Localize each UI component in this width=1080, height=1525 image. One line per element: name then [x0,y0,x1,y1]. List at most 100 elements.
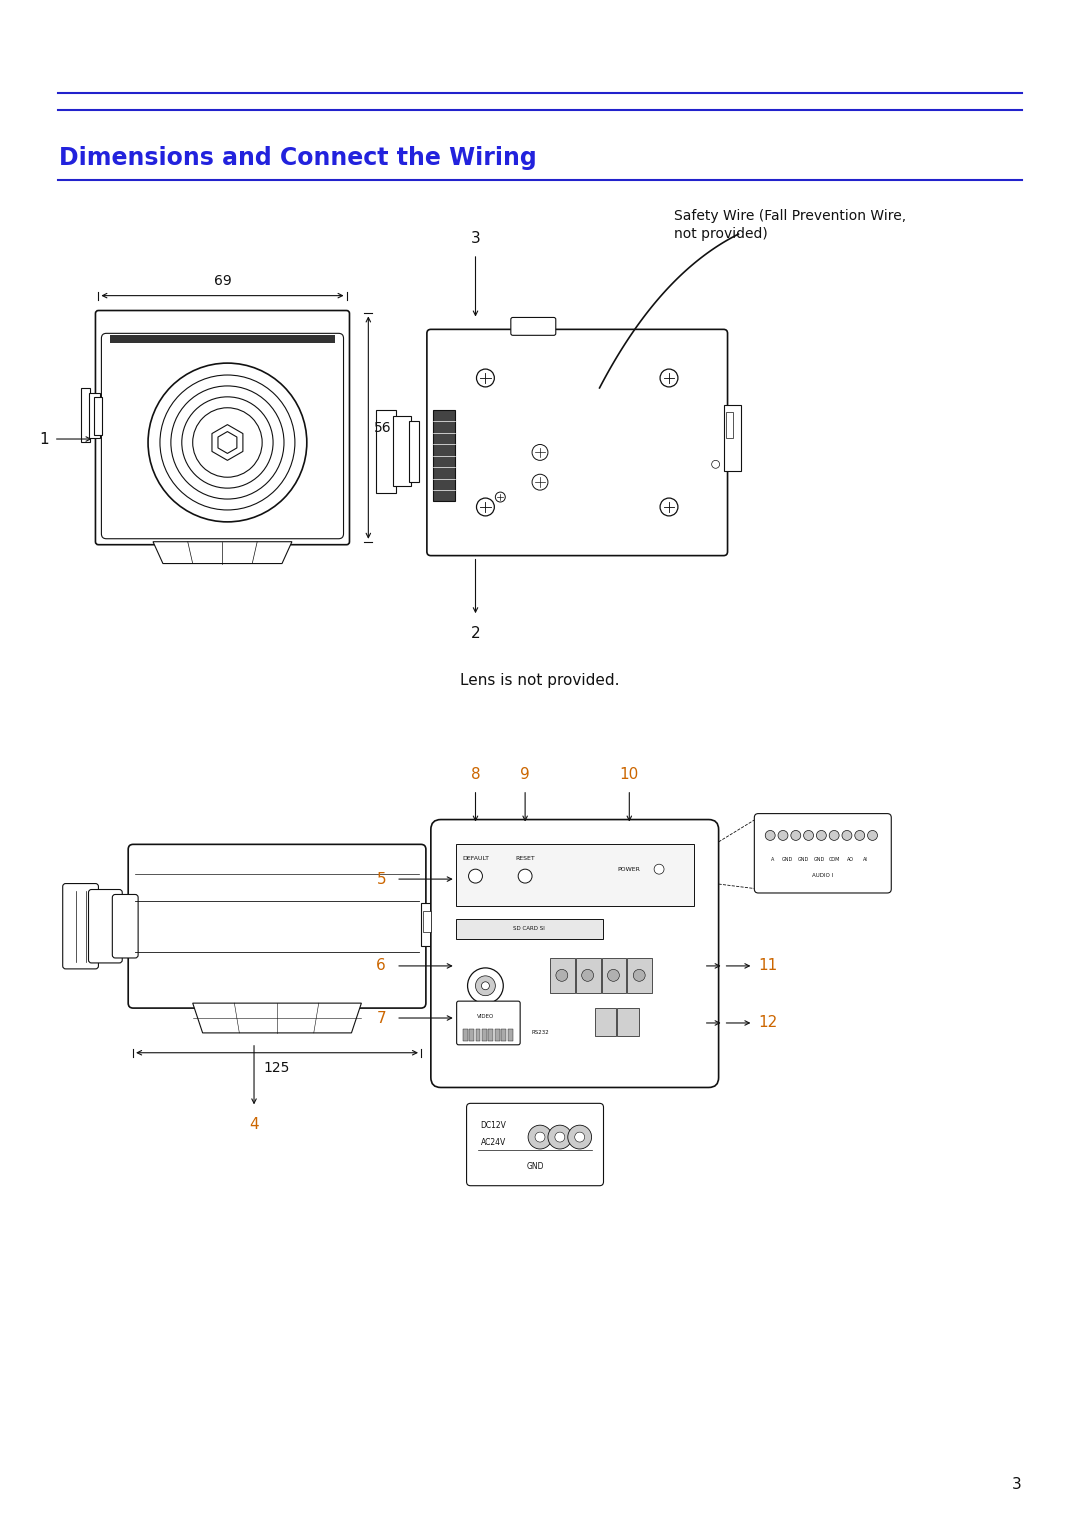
Circle shape [842,831,852,840]
FancyBboxPatch shape [754,814,891,894]
Circle shape [654,865,664,874]
Bar [595,1008,617,1035]
Circle shape [778,831,788,840]
Text: A: A [770,857,774,862]
Bar [81,387,91,442]
Circle shape [568,1125,592,1148]
Text: GND: GND [526,1162,544,1171]
Text: VIDEO: VIDEO [476,1014,494,1019]
Bar [89,393,100,438]
FancyBboxPatch shape [511,317,556,336]
Text: 9: 9 [521,767,530,782]
Text: 4: 4 [249,1118,259,1132]
FancyBboxPatch shape [63,883,98,968]
Circle shape [518,869,532,883]
Text: 56: 56 [375,421,392,435]
Text: 125: 125 [264,1061,291,1075]
Text: 1: 1 [39,432,49,447]
Circle shape [535,1132,545,1142]
Circle shape [556,970,568,981]
Text: 3: 3 [471,230,481,246]
Text: AI: AI [863,857,868,862]
Text: DEFAULT: DEFAULT [462,856,489,860]
Text: 6: 6 [376,958,387,973]
Circle shape [548,1125,571,1148]
Bar [482,1029,487,1042]
Text: GND: GND [798,857,809,862]
Circle shape [469,869,483,883]
Bar [94,396,103,435]
Circle shape [148,363,307,522]
Text: 2: 2 [471,627,481,640]
Bar [618,1008,639,1035]
FancyBboxPatch shape [129,845,426,1008]
Circle shape [555,1132,565,1142]
FancyBboxPatch shape [89,889,122,962]
Circle shape [791,831,800,840]
Circle shape [804,831,813,840]
Circle shape [766,831,775,840]
Text: DC12V: DC12V [481,1121,507,1130]
Bar [726,412,733,438]
Bar [409,421,419,482]
Bar [550,959,575,993]
Circle shape [582,970,594,981]
Text: AUDIO I: AUDIO I [812,872,834,877]
FancyBboxPatch shape [467,1104,604,1186]
Text: 12: 12 [758,1016,778,1031]
Circle shape [854,831,865,840]
Text: SD CARD SI: SD CARD SI [513,926,545,932]
Text: 10: 10 [620,767,639,782]
Text: RS232: RS232 [531,1031,549,1035]
Polygon shape [153,541,292,564]
Bar [508,1029,513,1042]
Circle shape [468,968,503,1003]
Text: 7: 7 [377,1011,386,1025]
Bar [462,1029,468,1042]
FancyBboxPatch shape [95,311,350,544]
Circle shape [575,1132,584,1142]
Text: GND: GND [782,857,794,862]
Circle shape [475,976,496,996]
Circle shape [633,970,645,981]
Circle shape [829,831,839,840]
Polygon shape [212,424,243,461]
Text: RESET: RESET [515,856,535,860]
FancyBboxPatch shape [457,1000,521,1045]
Bar [469,1029,474,1042]
Text: 11: 11 [758,958,778,973]
Text: 3: 3 [1012,1476,1022,1491]
Text: AC24V: AC24V [481,1138,505,1147]
Circle shape [482,982,489,990]
Text: 8: 8 [471,767,481,782]
Text: AO: AO [847,857,853,862]
Bar [456,918,603,938]
FancyBboxPatch shape [102,334,343,538]
Bar [475,1029,481,1042]
Bar [488,1029,494,1042]
Bar [495,1029,500,1042]
Text: 69: 69 [214,273,231,288]
Text: not provided): not provided) [674,227,768,241]
Text: Safety Wire (Fall Prevention Wire,: Safety Wire (Fall Prevention Wire, [674,209,906,223]
Bar [627,959,652,993]
Circle shape [528,1125,552,1148]
Bar [576,959,600,993]
Text: Dimensions and Connect the Wiring: Dimensions and Connect the Wiring [58,146,537,169]
Bar [423,910,431,932]
FancyBboxPatch shape [431,819,718,1087]
Circle shape [816,831,826,840]
Bar [376,410,396,493]
Bar [433,410,455,502]
Bar [393,416,411,486]
Text: 5: 5 [377,872,386,886]
Bar [724,406,742,471]
FancyBboxPatch shape [427,329,728,555]
Text: Lens is not provided.: Lens is not provided. [460,673,620,688]
Text: POWER: POWER [618,866,640,872]
Text: GND: GND [813,857,825,862]
Bar [110,336,335,343]
FancyBboxPatch shape [112,895,138,958]
Circle shape [607,970,620,981]
Circle shape [867,831,877,840]
